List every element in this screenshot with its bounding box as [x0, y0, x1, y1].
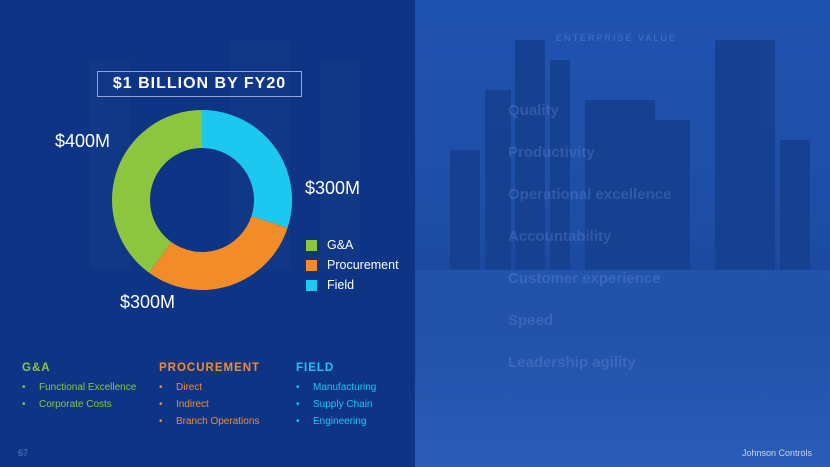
legend-item-procurement: Procurement: [306, 255, 399, 275]
chart-title: $1 BILLION BY FY20: [97, 71, 302, 97]
legend-label: Procurement: [327, 258, 399, 272]
column-field: FIELD Manufacturing Supply Chain Enginee…: [296, 362, 376, 430]
background-item: Productivity: [508, 144, 595, 161]
slice-procurement: [149, 216, 288, 290]
background-item: Customer experience: [508, 270, 661, 287]
background-item: Quality: [508, 102, 559, 119]
column-heading: FIELD: [296, 362, 335, 374]
list-item: Supply Chain: [296, 396, 376, 413]
background-heading: ENTERPRISE VALUE: [556, 33, 677, 43]
background-list: Quality Productivity Operational excelle…: [508, 102, 671, 396]
legend-item-ga: G&A: [306, 235, 399, 255]
column-heading: PROCUREMENT: [159, 362, 261, 374]
background-item: Leadership agility: [508, 354, 636, 371]
background-item: Speed: [508, 312, 554, 329]
brand-name: Johnson Controls: [741, 448, 812, 458]
column-procurement: PROCUREMENT Direct Indirect Branch Opera…: [159, 362, 260, 430]
slice-field: [202, 110, 292, 228]
legend-swatch: [306, 279, 317, 291]
list-item: Branch Operations: [159, 413, 260, 430]
list-item: Indirect: [159, 396, 260, 413]
page-number: 67: [18, 448, 29, 458]
data-label-procurement: $300M: [120, 292, 176, 312]
legend-swatch: [306, 239, 317, 251]
list-item: Functional Excellence: [22, 379, 136, 396]
background-item: Operational excellence: [508, 186, 672, 203]
legend-item-field: Field: [306, 275, 399, 295]
data-label-field: $300M: [305, 178, 361, 198]
legend-swatch: [306, 259, 317, 271]
list-item: Direct: [159, 379, 260, 396]
background-item: Accountability: [508, 228, 612, 245]
list-item: Manufacturing: [296, 379, 376, 396]
slice-ga: [112, 110, 202, 273]
legend-label: G&A: [327, 238, 354, 252]
list-item: Engineering: [296, 413, 376, 430]
column-heading: G&A: [22, 362, 51, 374]
column-ga: G&A Functional Excellence Corporate Cost…: [22, 362, 136, 413]
legend-label: Field: [327, 278, 355, 292]
data-label-ga: $400M: [55, 131, 111, 151]
list-item: Corporate Costs: [22, 396, 136, 413]
chart-legend: G&A Procurement Field: [306, 235, 399, 295]
